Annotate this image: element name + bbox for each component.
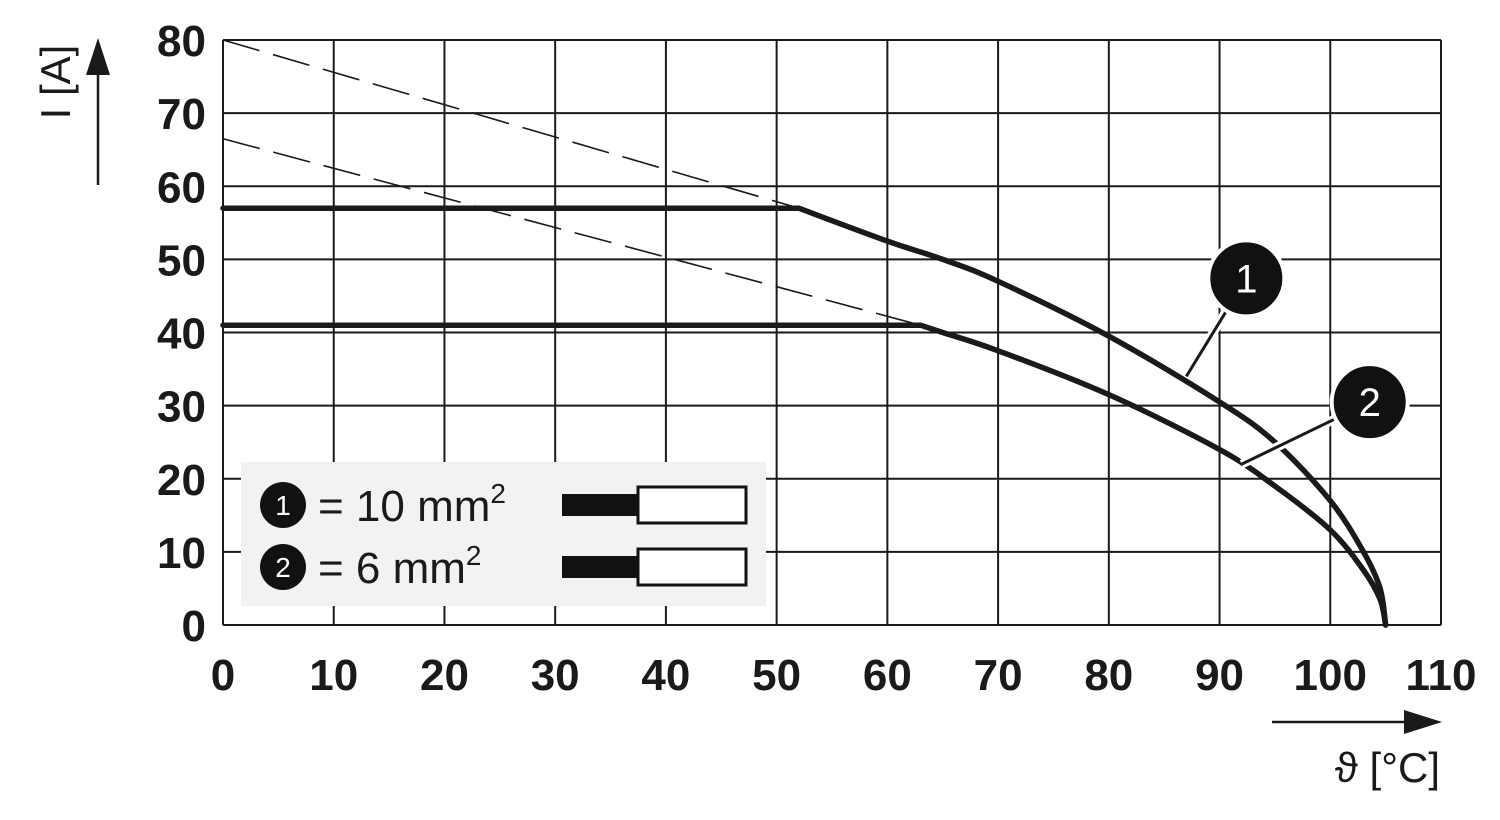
series-line-2: [220, 322, 1389, 628]
x-tick-label: 90: [1195, 651, 1244, 700]
series-line-1: [220, 205, 1389, 628]
extrapolation-line-2: [222, 137, 921, 326]
y-tick-label: 30: [157, 383, 206, 432]
badge-leader-line: [1185, 310, 1228, 378]
x-tick-label: 80: [1084, 651, 1133, 700]
badge-leader-line: [1241, 417, 1337, 466]
y-axis-title: I [A]: [32, 38, 110, 185]
x-tick-label: 60: [863, 651, 912, 700]
legend-marker-1: [260, 482, 306, 528]
x-tick-label: 30: [531, 651, 580, 700]
y-tick-label: 20: [157, 456, 206, 505]
x-axis-title: ϑ [°C]: [1272, 710, 1442, 791]
y-tick-label: 80: [157, 17, 206, 66]
badge-label-1: 1: [1235, 257, 1257, 301]
x-tick-label: 0: [211, 651, 235, 700]
badge-label-2: 2: [1359, 381, 1381, 425]
x-tick-label: 50: [752, 651, 801, 700]
x-tick-label: 10: [309, 651, 358, 700]
y-tick-label: 0: [182, 602, 206, 651]
legend-marker-label: 1: [275, 490, 291, 521]
conductor-ferrule-icon: [636, 547, 748, 587]
extrapolation-lines: [222, 39, 921, 326]
conductor-ferrule-icon: [636, 485, 748, 525]
legend: 1 = 10 mm2 2 = 6 mm2: [241, 462, 766, 606]
y-tick-label: 70: [157, 90, 206, 139]
y-tick-label: 60: [157, 163, 206, 212]
y-tick-label: 10: [157, 529, 206, 578]
x-tick-label: 110: [1406, 651, 1477, 700]
tick-labels: 0 10 20 30 40 50 60 70 80 90 100 110 0 10 20 30 40 50 60 70…: [157, 17, 1476, 700]
legend-item-label: = 6 mm2: [318, 540, 482, 593]
grid: [222, 39, 1442, 626]
conductor-insulation-icon: [562, 494, 640, 516]
extrapolation-line-1: [222, 39, 800, 209]
y-axis-arrow-icon: [86, 38, 110, 75]
badge-circle-1: [1206, 238, 1287, 319]
y-axis-label: I [A]: [32, 45, 79, 120]
x-tick-label: 40: [641, 651, 690, 700]
x-tick-label: 70: [974, 651, 1023, 700]
legend-item-label: = 10 mm2: [318, 478, 506, 531]
legend-marker-label: 2: [275, 552, 291, 583]
y-tick-label: 50: [157, 236, 206, 285]
x-axis-arrow-icon: [1404, 710, 1442, 734]
x-axis-label: ϑ [°C]: [1335, 744, 1440, 791]
legend-marker-2: [260, 544, 306, 590]
series-lines: [220, 205, 1389, 628]
conductor-insulation-icon: [562, 556, 640, 578]
series-badges: 12: [1182, 238, 1410, 469]
x-tick-label: 20: [420, 651, 469, 700]
x-tick-label: 100: [1294, 651, 1367, 700]
y-tick-label: 40: [157, 310, 206, 359]
badge-circle-2: [1329, 362, 1410, 443]
